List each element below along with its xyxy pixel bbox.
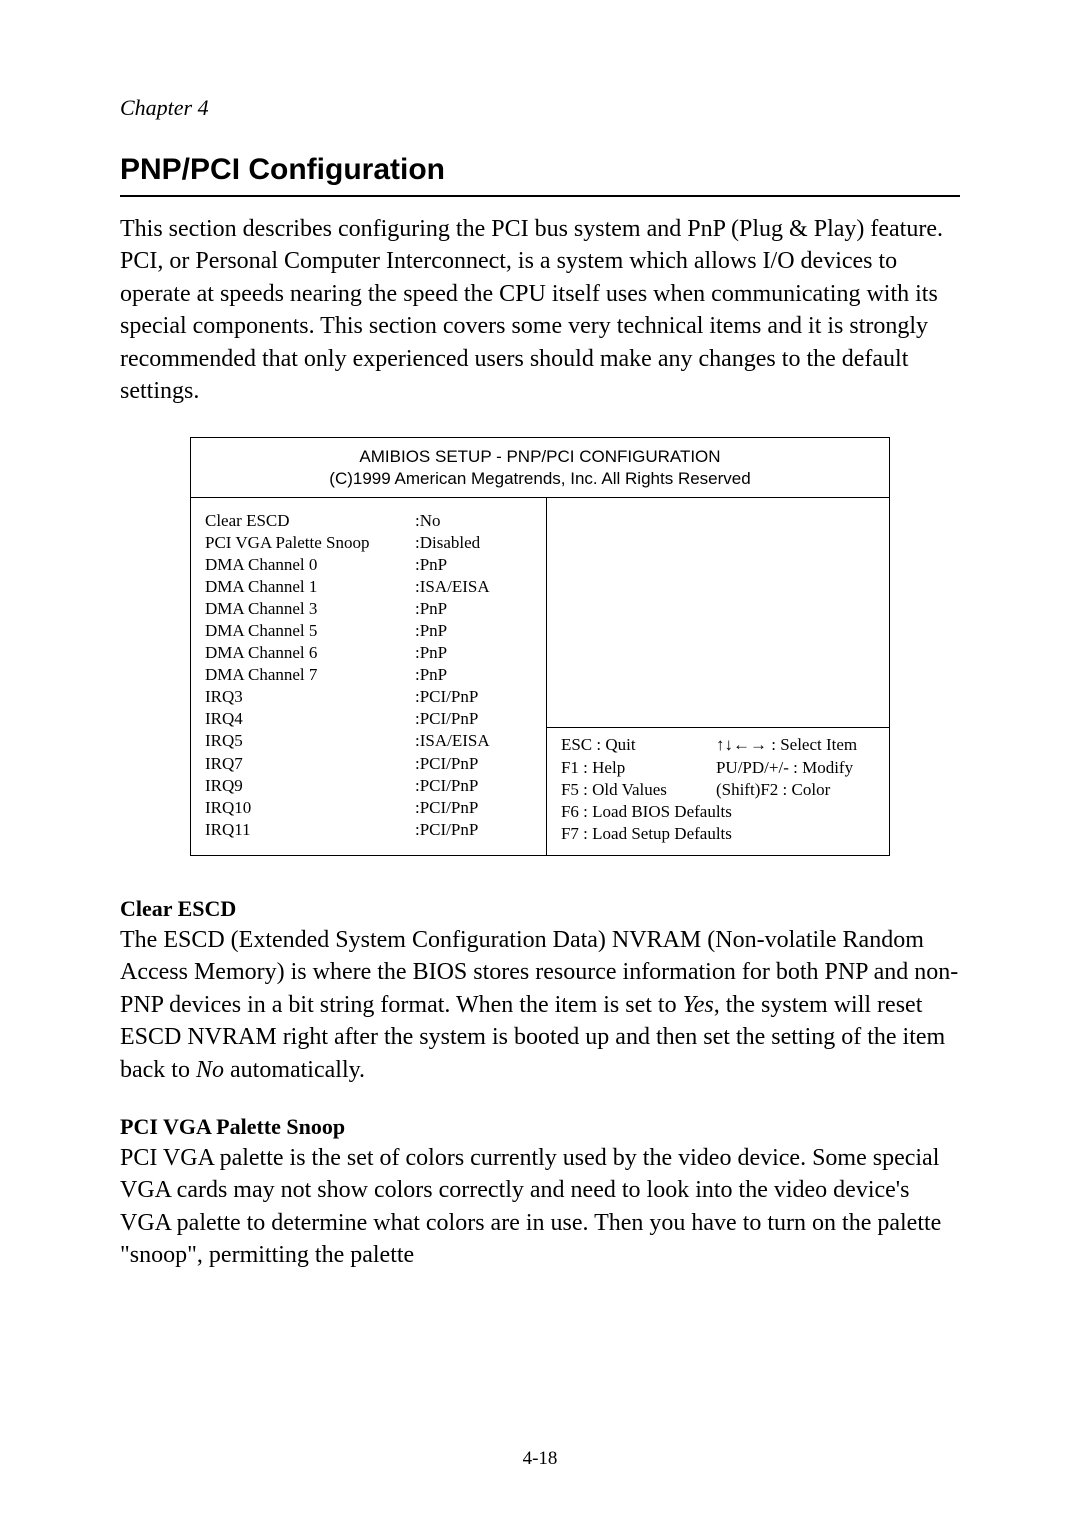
setting-label: DMA Channel 0 xyxy=(205,554,415,576)
setting-label: IRQ4 xyxy=(205,708,415,730)
setting-label: IRQ7 xyxy=(205,753,415,775)
setting-label: PCI VGA Palette Snoop xyxy=(205,532,415,554)
setting-label: DMA Channel 3 xyxy=(205,598,415,620)
setting-value: :PnP xyxy=(415,642,536,664)
italic-no: No xyxy=(196,1057,224,1083)
heading-divider xyxy=(120,195,960,197)
bios-settings-panel: Clear ESCD:No PCI VGA Palette Snoop:Disa… xyxy=(191,498,547,855)
setting-row: DMA Channel 3:PnP xyxy=(205,598,536,620)
help-key: PU/PD/+/- : Modify xyxy=(716,757,879,779)
setting-label: IRQ11 xyxy=(205,819,415,841)
setting-value: :PCI/PnP xyxy=(415,686,536,708)
help-key: F7 : Load Setup Defaults xyxy=(561,823,879,845)
setting-row: DMA Channel 5:PnP xyxy=(205,620,536,642)
setting-value: :PCI/PnP xyxy=(415,775,536,797)
help-key: F5 : Old Values xyxy=(561,779,716,801)
help-key: (Shift)F2 : Color xyxy=(716,779,879,801)
setting-row: IRQ11:PCI/PnP xyxy=(205,819,536,841)
bios-header: AMIBIOS SETUP - PNP/PCI CONFIGURATION (C… xyxy=(191,438,889,497)
setting-value: :PCI/PnP xyxy=(415,797,536,819)
page-title: PNP/PCI Configuration xyxy=(120,153,960,187)
intro-paragraph: This section describes configuring the P… xyxy=(120,213,960,407)
setting-value: :PnP xyxy=(415,598,536,620)
setting-value: :PCI/PnP xyxy=(415,819,536,841)
setting-label: DMA Channel 6 xyxy=(205,642,415,664)
help-key: ↑↓←→ : Select Item xyxy=(716,734,879,756)
setting-row: IRQ9:PCI/PnP xyxy=(205,775,536,797)
setting-row: IRQ10:PCI/PnP xyxy=(205,797,536,819)
setting-value: :ISA/EISA xyxy=(415,576,536,598)
setting-label: DMA Channel 5 xyxy=(205,620,415,642)
bios-help-top xyxy=(547,498,889,728)
help-key: F1 : Help xyxy=(561,757,716,779)
setting-label: IRQ5 xyxy=(205,730,415,752)
setting-label: DMA Channel 7 xyxy=(205,664,415,686)
section-body-clear-escd: The ESCD (Extended System Configuration … xyxy=(120,924,960,1086)
setting-row: IRQ4:PCI/PnP xyxy=(205,708,536,730)
bios-help-keys: ESC : Quit↑↓←→ : Select Item F1 : HelpPU… xyxy=(547,727,889,854)
setting-row: IRQ7:PCI/PnP xyxy=(205,753,536,775)
bios-title-line-2: (C)1999 American Megatrends, Inc. All Ri… xyxy=(191,468,889,490)
section-heading-pci-vga: PCI VGA Palette Snoop xyxy=(120,1114,960,1140)
help-key: ESC : Quit xyxy=(561,734,716,756)
section-body-pci-vga: PCI VGA palette is the set of colors cur… xyxy=(120,1142,960,1272)
help-key: F6 : Load BIOS Defaults xyxy=(561,801,879,823)
setting-row: PCI VGA Palette Snoop:Disabled xyxy=(205,532,536,554)
setting-row: DMA Channel 7:PnP xyxy=(205,664,536,686)
setting-row: DMA Channel 0:PnP xyxy=(205,554,536,576)
setting-label: IRQ9 xyxy=(205,775,415,797)
setting-value: :PCI/PnP xyxy=(415,708,536,730)
section-heading-clear-escd: Clear ESCD xyxy=(120,896,960,922)
setting-row: DMA Channel 1:ISA/EISA xyxy=(205,576,536,598)
setting-value: :PnP xyxy=(415,554,536,576)
setting-label: Clear ESCD xyxy=(205,510,415,532)
setting-label: IRQ10 xyxy=(205,797,415,819)
setting-row: IRQ3:PCI/PnP xyxy=(205,686,536,708)
setting-row: Clear ESCD:No xyxy=(205,510,536,532)
chapter-label: Chapter 4 xyxy=(120,95,960,121)
text-fragment: automatically. xyxy=(224,1057,365,1083)
italic-yes: Yes xyxy=(683,992,714,1018)
setting-row: DMA Channel 6:PnP xyxy=(205,642,536,664)
bios-help-panel: ESC : Quit↑↓←→ : Select Item F1 : HelpPU… xyxy=(547,498,889,855)
setting-value: :No xyxy=(415,510,536,532)
setting-value: :PnP xyxy=(415,620,536,642)
setting-value: :ISA/EISA xyxy=(415,730,536,752)
setting-value: :PnP xyxy=(415,664,536,686)
setting-label: IRQ3 xyxy=(205,686,415,708)
page-number: 4-18 xyxy=(0,1448,1080,1470)
setting-value: :Disabled xyxy=(415,532,536,554)
bios-setup-box: AMIBIOS SETUP - PNP/PCI CONFIGURATION (C… xyxy=(190,437,890,856)
setting-label: DMA Channel 1 xyxy=(205,576,415,598)
setting-value: :PCI/PnP xyxy=(415,753,536,775)
bios-title-line-1: AMIBIOS SETUP - PNP/PCI CONFIGURATION xyxy=(191,446,889,468)
setting-row: IRQ5:ISA/EISA xyxy=(205,730,536,752)
